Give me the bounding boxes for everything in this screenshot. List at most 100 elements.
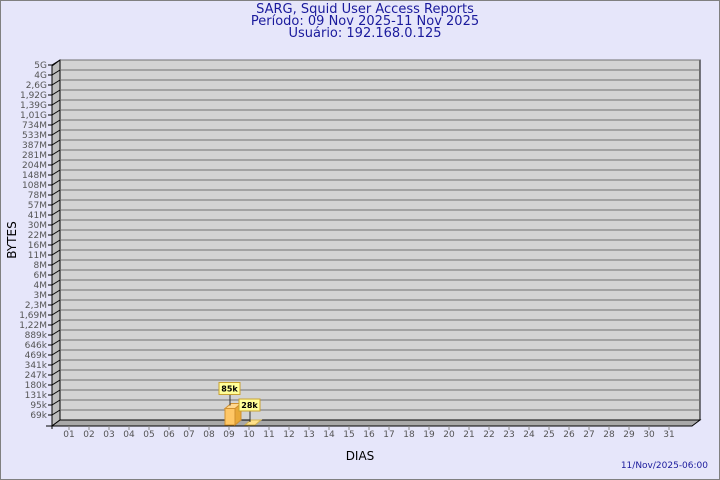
x-tick-label: 21 — [463, 430, 474, 440]
plot-floor — [50, 419, 702, 427]
y-tick-depth — [51, 389, 61, 396]
y-tick-label: 95k — [30, 401, 47, 411]
y-tick-label: 469k — [25, 351, 48, 361]
y-tick-depth — [51, 399, 61, 406]
y-tick-label: 30M — [28, 221, 47, 231]
x-tick-label: 18 — [403, 430, 415, 440]
y-tick-depth — [51, 319, 61, 326]
x-tick-label: 29 — [623, 430, 635, 440]
y-axis-label: BYTES — [5, 221, 19, 258]
y-tick-label: 11M — [28, 251, 47, 261]
timestamp: 11/Nov/2025-06:00 — [620, 461, 708, 471]
y-tick-depth — [51, 239, 61, 246]
y-tick-depth — [51, 149, 61, 156]
y-tick-label: 204M — [22, 161, 47, 171]
y-tick-depth — [51, 209, 61, 216]
chart-title: SARG, Squid User Access Reports — [256, 2, 474, 17]
y-tick-depth — [51, 339, 61, 346]
y-tick-depth — [51, 359, 61, 366]
y-tick-label: 387M — [22, 141, 47, 151]
y-tick-label: 734M — [22, 121, 47, 131]
x-tick-label: 03 — [103, 430, 114, 440]
x-tick-label: 15 — [343, 430, 354, 440]
x-tick-label: 10 — [243, 430, 255, 440]
y-tick-label: 5G — [34, 61, 47, 71]
y-tick-label: 2,3M — [25, 301, 47, 311]
y-tick-label: 131k — [25, 391, 48, 401]
y-tick-label: 8M — [34, 261, 48, 271]
x-tick-label: 17 — [383, 430, 394, 440]
y-tick-depth — [51, 219, 61, 226]
y-tick-depth — [51, 369, 61, 376]
y-tick-depth — [51, 279, 61, 286]
y-tick-depth — [51, 119, 61, 126]
y-tick-label: 247k — [25, 371, 48, 381]
y-tick-label: 1,22M — [19, 321, 47, 331]
x-tick-label: 25 — [543, 430, 554, 440]
y-tick-label: 2,6G — [26, 81, 47, 91]
y-tick-label: 1,01G — [20, 111, 47, 121]
y-tick-label: 4G — [34, 71, 47, 81]
y-tick-depth — [51, 79, 61, 86]
y-tick-label: 108M — [22, 181, 47, 191]
x-tick-label: 04 — [123, 430, 135, 440]
y-tick-label: 889k — [25, 331, 48, 341]
y-tick-label: 4M — [34, 281, 48, 291]
x-tick-label: 24 — [523, 430, 535, 440]
x-tick-label: 13 — [303, 430, 314, 440]
y-tick-label: 180k — [25, 381, 48, 391]
y-tick-depth — [51, 229, 61, 236]
x-tick-label: 06 — [163, 430, 175, 440]
y-tick-label: 3M — [34, 291, 48, 301]
y-tick-depth — [51, 69, 61, 76]
y-tick-label: 1,92G — [20, 91, 47, 101]
y-tick-label: 41M — [28, 211, 47, 221]
y-tick-depth — [51, 159, 61, 166]
y-tick-depth — [51, 309, 61, 316]
y-tick-label: 148M — [22, 171, 47, 181]
y-tick-depth — [51, 129, 61, 136]
y-tick-label: 69k — [30, 411, 47, 421]
data-label-box — [238, 398, 261, 412]
y-tick-depth — [51, 329, 61, 336]
x-tick-label: 23 — [503, 430, 514, 440]
y-tick-label: 1,69M — [19, 311, 47, 321]
y-tick-label: 341k — [25, 361, 48, 371]
x-tick-label: 11 — [263, 430, 274, 440]
x-tick-label: 19 — [423, 430, 435, 440]
y-tick-depth — [51, 259, 61, 266]
y-tick-label: 78M — [28, 191, 47, 201]
y-tick-depth — [51, 379, 61, 386]
x-tick-label: 05 — [143, 430, 154, 440]
y-tick-depth — [51, 199, 61, 206]
data-label: 28k — [241, 401, 258, 410]
y-tick-depth — [51, 289, 61, 296]
bar — [243, 419, 263, 426]
y-tick-depth — [51, 59, 61, 66]
bar — [224, 407, 236, 426]
x-tick-label: 16 — [363, 430, 375, 440]
y-tick-label: 6M — [34, 271, 48, 281]
y-tick-label: 16M — [28, 241, 47, 251]
x-axis-label: DIAS — [346, 449, 375, 463]
x-tick-label: 31 — [663, 430, 674, 440]
y-tick-depth — [51, 139, 61, 146]
x-tick-label: 26 — [563, 430, 575, 440]
y-tick-depth — [51, 269, 61, 276]
chart-period: Período: 09 Nov 2025-11 Nov 2025 — [250, 14, 480, 29]
y-tick-label: 1,39G — [20, 101, 47, 111]
x-tick-label: 01 — [63, 430, 74, 440]
y-tick-depth — [51, 89, 61, 96]
y-tick-depth — [51, 299, 61, 306]
y-tick-depth — [51, 109, 61, 116]
y-tick-depth — [51, 99, 61, 106]
y-tick-depth — [51, 249, 61, 256]
x-tick-label: 14 — [323, 430, 335, 440]
data-label-box — [218, 381, 241, 395]
y-tick-depth — [51, 409, 61, 416]
y-tick-label: 533M — [22, 131, 47, 141]
x-tick-label: 27 — [583, 430, 594, 440]
chart-user: Usuário: 192.168.0.125 — [288, 26, 442, 41]
x-tick-label: 22 — [483, 430, 494, 440]
